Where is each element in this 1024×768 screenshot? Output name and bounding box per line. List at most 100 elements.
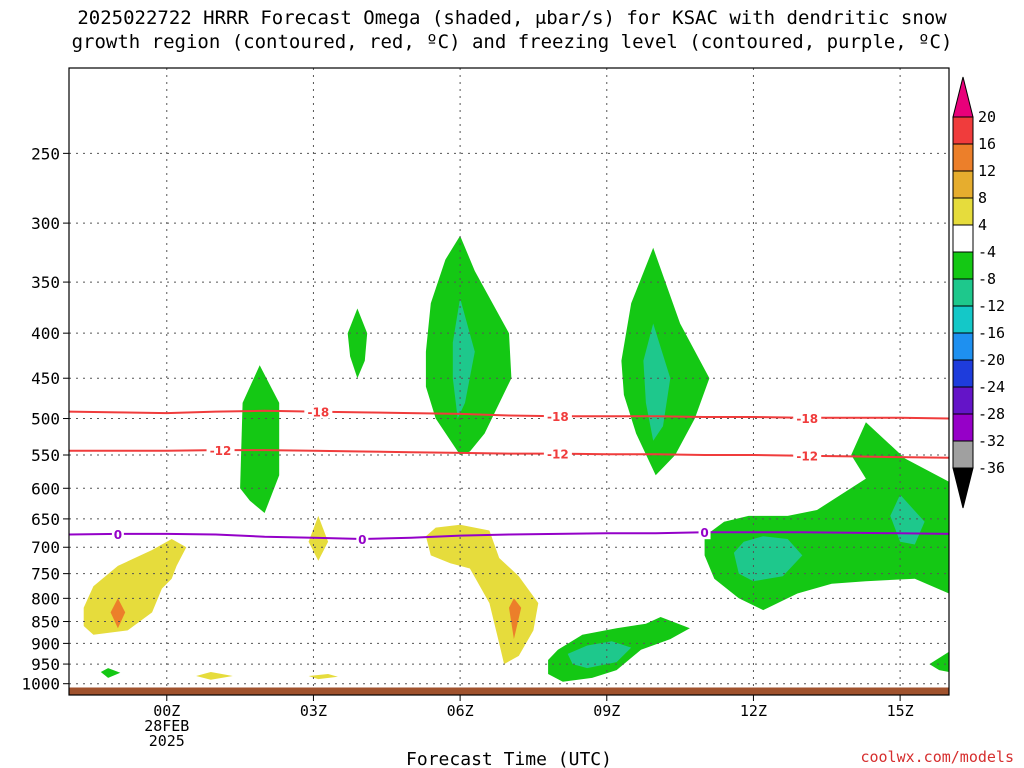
colorbar-label--12: -12 — [978, 297, 1005, 315]
y-tick-label-650: 650 — [31, 510, 60, 529]
y-tick-label-800: 800 — [31, 589, 60, 608]
y-tick-label-350: 350 — [31, 273, 60, 292]
colorbar-top-arrow — [952, 76, 974, 118]
colorbar-label--36: -36 — [978, 459, 1005, 477]
colorbar-bottom-arrow — [952, 467, 974, 509]
y-tick-label-900: 900 — [31, 634, 60, 653]
y-tick-label-500: 500 — [31, 410, 60, 429]
colorbar-label-16: 16 — [978, 135, 996, 153]
x-tick-label-2025: 2025 — [149, 732, 185, 750]
omega-region-12 — [643, 323, 671, 441]
colorbar-segment-8 — [952, 305, 974, 334]
colorbar-segment-3 — [952, 170, 974, 199]
colorbar-segment-1 — [952, 116, 974, 145]
chart-title: 2025022722 HRRR Forecast Omega (shaded, … — [0, 6, 1024, 54]
contour-label-bg-2-0 — [111, 526, 124, 541]
colorbar-label--32: -32 — [978, 432, 1005, 450]
y-axis-ticks: 250 300 350 400 450 500 550 600 650 700 750 800 850 9… — [21, 144, 69, 694]
omega-region-8 — [347, 308, 368, 379]
x-tick-label-28FEB: 28FEB — [144, 717, 189, 735]
contour-label-bg-1-1 — [543, 446, 572, 461]
omega-shaded-regions — [83, 235, 949, 682]
chart-title-line2: growth region (contoured, red, ºC) and f… — [71, 31, 953, 53]
x-tick-label-12Z: 12Z — [740, 702, 767, 720]
colorbar-segment-6 — [952, 251, 974, 280]
colorbar-segment-12 — [952, 413, 974, 442]
credit-link[interactable]: coolwx.com/models — [860, 748, 1014, 766]
y-tick-label-550: 550 — [31, 446, 60, 465]
x-tick-label-00Z: 00Z — [153, 702, 180, 720]
y-tick-label-450: 450 — [31, 369, 60, 388]
contour-label-bg-1-0 — [206, 443, 235, 458]
contour-label-bg-0-2 — [793, 410, 822, 425]
colorbar-label-20: 20 — [978, 108, 996, 126]
omega-region-1 — [110, 598, 126, 629]
contour-label-0-1: -18 — [547, 410, 569, 424]
contour-label-1-0: -12 — [210, 444, 232, 458]
plot-frame — [68, 67, 950, 696]
contour-label-2-0: 0 — [114, 528, 122, 542]
y-tick-label-300: 300 — [31, 214, 60, 233]
y-tick-label-950: 950 — [31, 655, 60, 674]
omega-region-17 — [890, 494, 925, 545]
omega-region-14 — [567, 641, 632, 669]
colorbar-label--20: -20 — [978, 351, 1005, 369]
omega-region-5 — [196, 672, 233, 680]
contour-label-0-2: -18 — [796, 412, 818, 426]
y-tick-label-700: 700 — [31, 538, 60, 557]
x-tick-label-06Z: 06Z — [447, 702, 474, 720]
omega-region-3 — [425, 524, 539, 665]
colorbar-segment-10 — [952, 359, 974, 388]
colorbar: 20 16 12 8 4 -4 -8 -12 -16 -20 -24 -28 -32 -36 — [952, 76, 1005, 509]
colorbar-segment-13 — [952, 440, 974, 469]
colorbar-segment-7 — [952, 278, 974, 307]
y-tick-label-250: 250 — [31, 144, 60, 163]
contour-label-bg-2-2 — [698, 525, 711, 540]
x-tick-label-03Z: 03Z — [300, 702, 327, 720]
colorbar-label-4: 4 — [978, 216, 987, 234]
contour-label-2-2: 0 — [700, 526, 708, 540]
colorbar-label--8: -8 — [978, 270, 996, 288]
colorbar-segment-9 — [952, 332, 974, 361]
temperature-contours: -18 -18 -18 -12 -12 -12 0 0 0 — [68, 404, 950, 547]
y-tick-label-600: 600 — [31, 479, 60, 498]
contour-label-0-0: -18 — [307, 406, 329, 420]
colorbar-label-12: 12 — [978, 162, 996, 180]
colorbar-label--24: -24 — [978, 378, 1005, 396]
chart-title-line1: 2025022722 HRRR Forecast Omega (shaded, … — [77, 7, 947, 29]
omega-region-10 — [452, 298, 475, 419]
omega-region-4 — [509, 598, 522, 640]
contour-label-1-1: -12 — [547, 448, 569, 462]
contour-label-bg-0-0 — [304, 404, 333, 419]
colorbar-label--4: -4 — [978, 243, 996, 261]
colorbar-segment-2 — [952, 143, 974, 172]
y-tick-label-400: 400 — [31, 324, 60, 343]
omega-region-19 — [100, 668, 121, 678]
terrain-surface — [69, 687, 949, 695]
omega-region-0 — [83, 539, 187, 635]
contour-label-bg-0-1 — [543, 409, 572, 424]
omega-region-7 — [240, 365, 280, 513]
contour-label-2-1: 0 — [358, 533, 366, 547]
terrain-bar — [69, 687, 949, 695]
omega-region-6 — [308, 674, 338, 680]
colorbar-label--28: -28 — [978, 405, 1005, 423]
omega-region-16 — [733, 536, 803, 582]
y-tick-label-1000: 1000 — [21, 675, 60, 694]
colorbar-segment-5 — [952, 224, 974, 253]
contour-label-bg-2-1 — [356, 531, 369, 546]
contour-label-bg-1-2 — [793, 448, 822, 463]
contour-label-1-2: -12 — [796, 450, 818, 464]
colorbar-segment-11 — [952, 386, 974, 415]
colorbar-segment-4 — [952, 197, 974, 226]
y-tick-label-850: 850 — [31, 613, 60, 632]
y-tick-label-750: 750 — [31, 565, 60, 584]
contour-line-2 — [68, 531, 950, 541]
x-tick-label-09Z: 09Z — [593, 702, 620, 720]
colorbar-label--16: -16 — [978, 324, 1005, 342]
x-tick-label-15Z: 15Z — [887, 702, 914, 720]
colorbar-label-8: 8 — [978, 189, 987, 207]
x-axis-label: Forecast Time (UTC) — [406, 749, 612, 768]
